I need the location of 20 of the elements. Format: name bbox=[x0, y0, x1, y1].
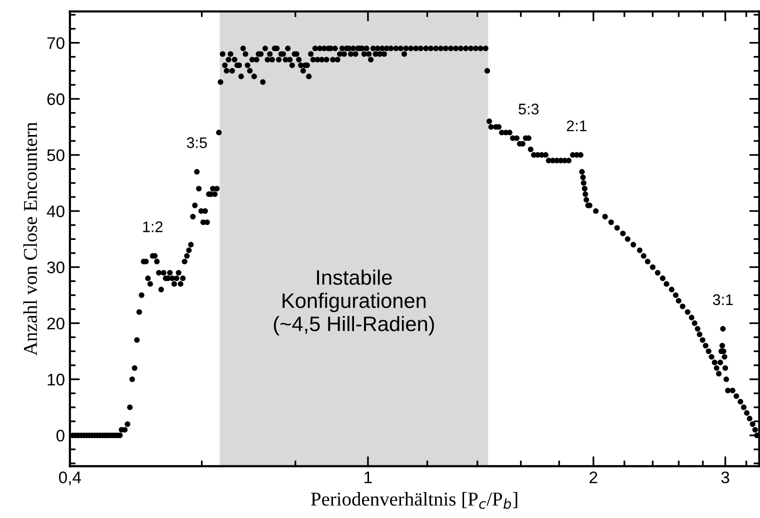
y-tick-label: 20 bbox=[47, 318, 64, 330]
x-tick-label: 2 bbox=[590, 472, 598, 484]
y-tick-label: 50 bbox=[47, 149, 64, 162]
x-tick-label: 3 bbox=[721, 472, 730, 484]
y-tick-label: 0 bbox=[56, 430, 64, 442]
y-tick-label: 30 bbox=[47, 262, 64, 274]
annotation: 1:2 bbox=[143, 221, 162, 232]
annotation: 3:1 bbox=[712, 294, 733, 306]
x-axis-title: Periodenverhältnis [P$_{c}$/P$_{b}$] bbox=[311, 492, 518, 509]
y-tick-label: 10 bbox=[48, 374, 64, 386]
x-tick-label: 0,4 bbox=[58, 472, 82, 486]
y-tick-label: 70 bbox=[47, 37, 64, 50]
x-tick-label: 1 bbox=[364, 472, 372, 484]
y-tick-label: 60 bbox=[47, 93, 64, 106]
annotation: 2:1 bbox=[566, 120, 587, 132]
annotation: 3:5 bbox=[186, 137, 207, 148]
y-tick-label: 40 bbox=[46, 205, 64, 218]
band-label: Instabile Konfigurationen (~4,5 Hill-Radien) bbox=[274, 270, 434, 336]
annotation: 5:3 bbox=[518, 104, 539, 114]
y-axis-title: Anzahl von Close Encountern bbox=[23, 122, 38, 356]
